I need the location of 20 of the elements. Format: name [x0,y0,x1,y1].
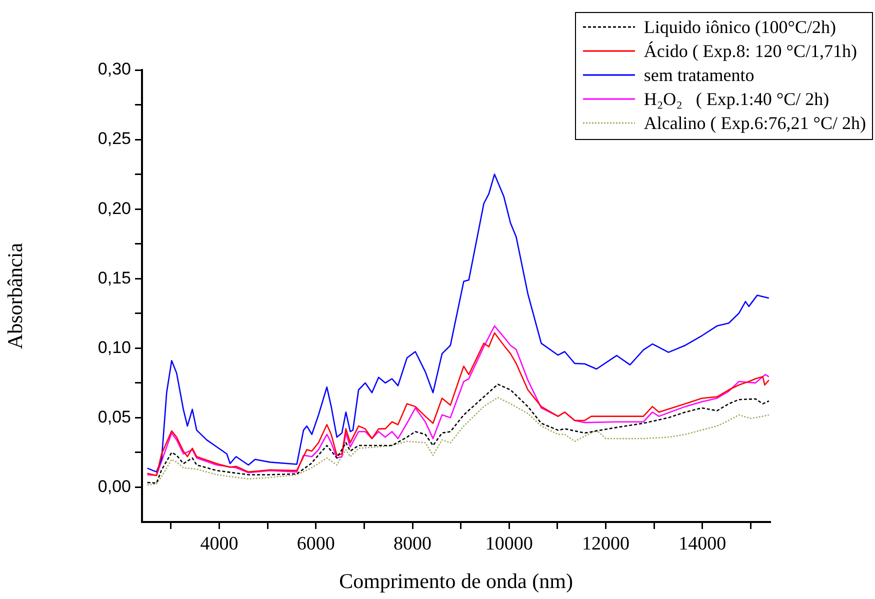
x-tick-label: 6000 [296,533,335,554]
legend-label: Liquido iônico (100°C/2h) [644,16,836,39]
x-axis-title: Comprimento de onda (nm) [339,568,573,593]
y-axis-title: Absorbância [3,242,28,350]
x-tick-label: 12000 [582,533,630,554]
legend-label: sem tratamento [644,64,754,87]
x-tick-label: 4000 [200,533,238,554]
x-tick-label: 8000 [394,533,432,554]
x-tick-label: 10000 [485,533,533,554]
y-tick-label: 0,25 [98,129,131,148]
y-tick-label: 0,05 [98,407,131,426]
legend-label: Ácido ( Exp.8: 120 °C/1,71h) [644,40,858,63]
legend-label: Alcalino ( Exp.6:76,21 °C/ 2h) [644,112,866,135]
y-tick-label: 0,00 [98,476,131,496]
legend-label: H₂O₂ ( Exp.1:40 °C/ 2h) [644,88,830,111]
y-tick-label: 0,15 [98,268,131,288]
y-tick-label: 0,30 [98,60,131,79]
x-tick-label: 14000 [678,533,726,554]
y-tick-label: 0,20 [98,198,131,218]
y-tick-label: 0,10 [98,338,131,357]
